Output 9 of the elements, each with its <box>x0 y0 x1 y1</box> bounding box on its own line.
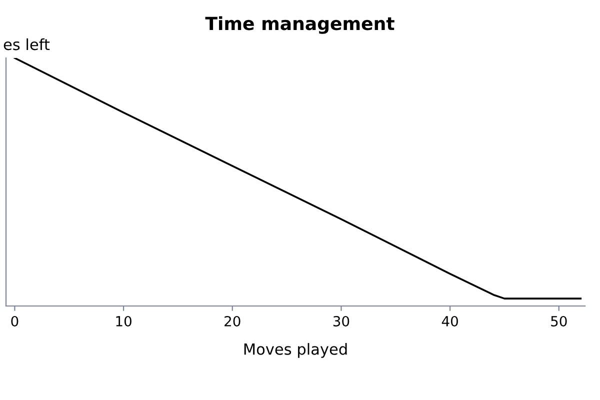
x-tick-label: 30 <box>333 316 350 326</box>
x-tick-label: 20 <box>224 316 240 326</box>
x-tick-label: 0 <box>11 316 18 326</box>
y-axis-title: es left <box>4 38 50 50</box>
x-tick-label: 40 <box>442 316 458 326</box>
x-axis-title: Moves played <box>244 343 347 358</box>
x-tick-label: 10 <box>116 316 132 326</box>
chart-title: Time management <box>205 16 394 34</box>
x-tick-label: 50 <box>551 316 567 326</box>
